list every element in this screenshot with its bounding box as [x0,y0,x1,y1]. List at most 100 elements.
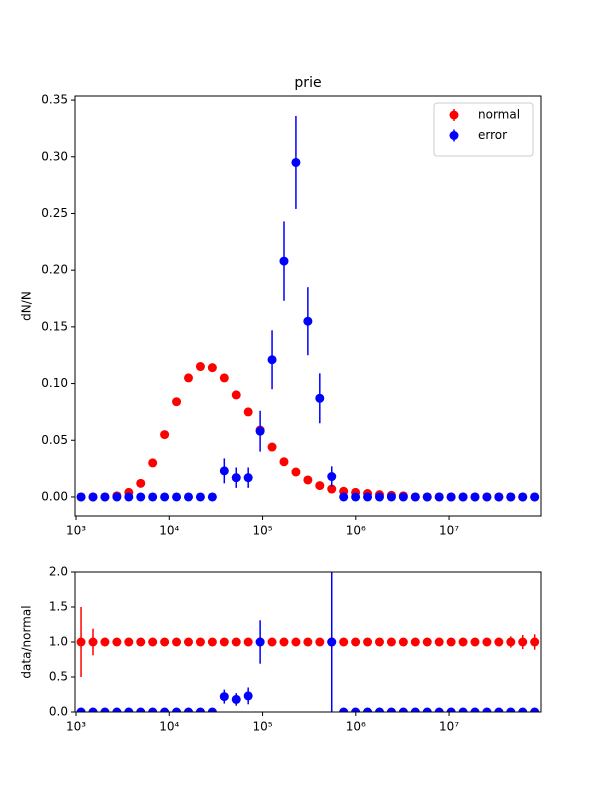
point [195,492,205,502]
point [243,637,253,647]
point [434,707,444,712]
y-tick-label: 0.25 [41,206,68,220]
point [398,637,408,647]
y-tick-label: 0.5 [49,670,68,684]
point [351,707,361,712]
y-tick-label: 1.0 [49,635,68,649]
point [243,691,253,701]
point [303,316,313,326]
x-tick-label: 10³ [66,524,86,538]
point [434,492,444,502]
point [410,637,420,647]
point [434,637,444,647]
point [518,637,528,647]
legend-label: error [478,128,507,142]
point [482,707,492,712]
y-tick-label: 0.05 [41,433,68,447]
point [458,637,468,647]
point [255,426,265,436]
point [160,707,170,712]
point [207,637,217,647]
y-tick-label: 0.15 [41,319,68,333]
point [422,637,432,647]
point [195,637,205,647]
point [518,492,528,502]
point [267,442,277,452]
plot-area [76,572,540,712]
point [327,484,337,494]
point [374,707,384,712]
point [327,472,337,482]
point [339,492,349,502]
point [243,473,253,483]
point [124,492,134,502]
point [363,707,373,712]
x-tick-label: 10⁷ [439,524,459,538]
point [136,637,146,647]
plot-area [76,115,540,502]
point [100,492,110,502]
point [183,707,193,712]
x-tick-label: 10⁶ [346,720,366,734]
point [363,492,373,502]
point [183,373,193,383]
point [76,637,86,647]
x-tick-label: 10⁴ [159,524,179,538]
point [530,637,540,647]
point [219,373,229,383]
point [470,637,480,647]
point [446,637,456,647]
legend-label: normal [478,108,520,122]
point [303,475,313,485]
point [76,492,86,502]
point [136,478,146,488]
point [195,707,205,712]
point [279,637,289,647]
point [219,692,229,702]
point [291,637,301,647]
point [136,707,146,712]
point [315,481,325,491]
point [279,256,289,266]
y-tick-label: 1.5 [49,600,68,614]
point [470,707,480,712]
point [398,707,408,712]
point [446,492,456,502]
point [148,637,158,647]
x-tick-label: 10⁵ [252,720,272,734]
point [172,492,182,502]
point [315,393,325,403]
legend-box [433,102,534,157]
point [470,492,480,502]
point [410,707,420,712]
axes-frame [74,95,542,517]
point [112,637,122,647]
point [303,637,313,647]
point [243,407,253,417]
point [339,637,349,647]
point [327,637,337,647]
point [279,457,289,467]
point [160,430,170,440]
point [506,637,516,647]
point [160,637,170,647]
y-axis-label: data/normal [20,605,34,678]
point [100,707,110,712]
point [172,637,182,647]
chart-title: prie [294,75,321,91]
legend-marker [449,131,459,140]
point [88,707,98,712]
point [255,637,265,647]
x-tick-label: 10⁵ [252,524,272,538]
y-tick-label: 0.00 [41,489,68,503]
y-tick-label: 0.20 [41,263,68,277]
x-tick-label: 10⁶ [346,524,366,538]
point [530,492,540,502]
point [422,707,432,712]
point [530,707,540,712]
x-tick-label: 10³ [66,720,86,734]
point [506,492,516,502]
point [351,492,361,502]
point [446,707,456,712]
point [291,157,301,167]
